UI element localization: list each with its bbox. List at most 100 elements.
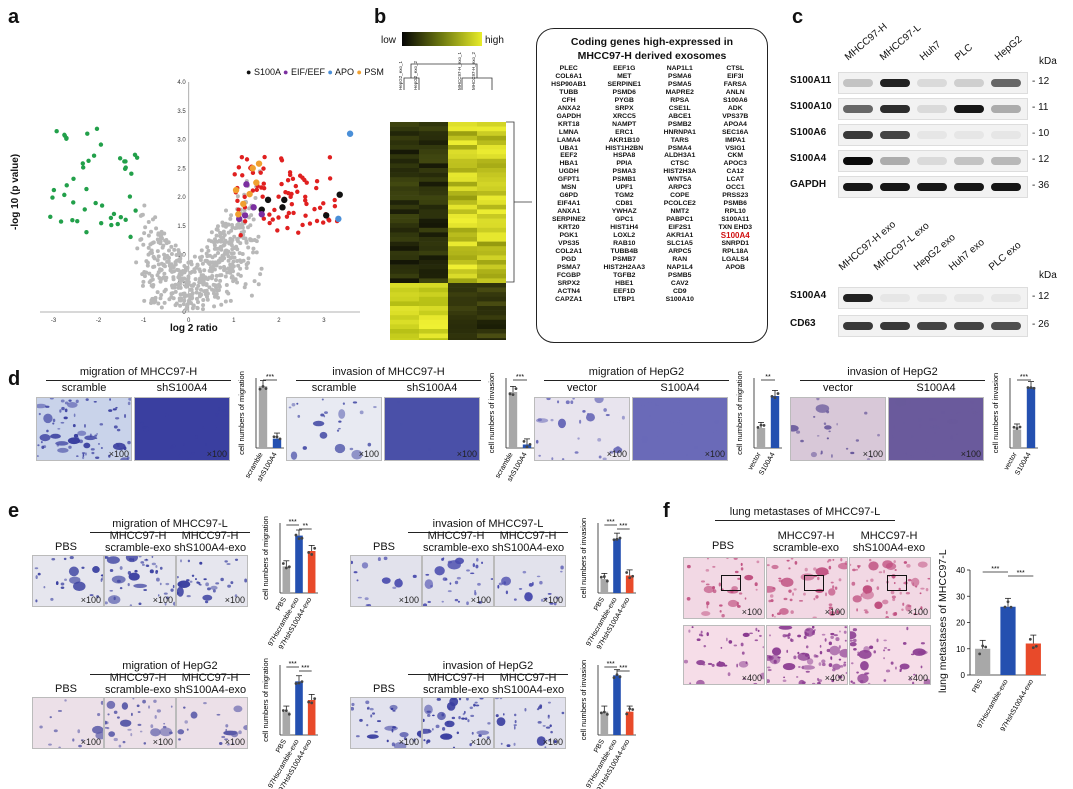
heatmap-cell — [448, 324, 477, 330]
gene-name: LCAT — [726, 176, 745, 184]
volcano-dot-grey — [244, 266, 249, 271]
micrograph-cell — [804, 567, 808, 572]
bar-point — [615, 673, 619, 677]
micrograph-cell — [742, 677, 746, 680]
micrograph-cell — [447, 560, 461, 570]
micrograph-cell — [843, 630, 847, 634]
micrograph-cell — [771, 647, 782, 656]
micrograph-cell — [151, 556, 154, 559]
heatmap-cell — [390, 163, 419, 169]
micrograph-cell — [797, 634, 802, 638]
legend-s100a: S100A — [253, 67, 281, 77]
bar — [295, 535, 303, 593]
micrograph-cell — [134, 569, 138, 573]
micrograph-cell — [979, 412, 983, 421]
micrograph-cell — [69, 556, 74, 560]
micrograph-cell — [597, 438, 602, 442]
volcano-dot-s100a — [336, 191, 343, 198]
bar — [625, 711, 634, 735]
micrograph-cell — [681, 421, 684, 425]
micrograph-cell — [538, 454, 542, 457]
volcano-dot-green — [48, 214, 53, 220]
gene-name: EEF1D — [613, 287, 636, 295]
micrograph-cell — [918, 424, 922, 428]
volcano-dot-grey — [147, 271, 152, 276]
heatmap-cell — [448, 255, 477, 261]
gene-name: MAPRE2 — [665, 88, 694, 96]
panel-e-title-underline — [408, 532, 568, 533]
gene-name: RPL18A — [722, 247, 749, 255]
micrograph-cell — [920, 642, 925, 645]
gene-name: S100A11 — [721, 216, 750, 224]
volcano-dot-grey — [214, 285, 219, 290]
bar-point — [1003, 605, 1007, 609]
micrograph-cell — [868, 561, 879, 571]
micrograph-image: ×100 — [32, 555, 104, 607]
blot-band — [917, 294, 947, 302]
heatmap-cell — [477, 319, 506, 325]
volcano-dot-grey — [156, 240, 161, 245]
micrograph-cell — [392, 586, 397, 589]
micrograph-cell — [64, 578, 68, 582]
micrograph-cell — [700, 580, 706, 583]
micrograph-cell — [603, 408, 607, 412]
micrograph-cell — [856, 608, 858, 612]
volcano-dot-grey — [222, 264, 227, 269]
blot-band — [991, 183, 1021, 191]
heatmap-cell — [448, 140, 477, 146]
blot-band — [917, 322, 947, 330]
micrograph-cell — [549, 724, 552, 728]
heatmap-cell — [477, 324, 506, 330]
volcano-dot-grey — [218, 234, 223, 239]
volcano-dot-grey — [227, 240, 232, 245]
micrograph-cell — [457, 600, 461, 603]
gene-name: PSMB6 — [723, 200, 747, 208]
gene-name: TUBB4B — [610, 247, 639, 255]
volcano-dot-grey — [219, 302, 224, 307]
gene-name: CTSL — [726, 65, 745, 72]
gene-name: EIF2S1 — [668, 224, 692, 232]
micrograph-cell — [899, 663, 910, 670]
micrograph-cell — [437, 711, 446, 721]
gene-name: RPL10 — [724, 208, 746, 216]
micrograph-cell — [458, 698, 462, 701]
volcano-dot-grey — [195, 300, 200, 305]
bar-point — [313, 697, 317, 701]
micrograph-cell — [369, 707, 374, 711]
micrograph-cell — [296, 402, 299, 405]
micrograph-cell — [864, 411, 868, 415]
volcano-dot-green — [71, 176, 76, 181]
micrograph-cell — [136, 704, 140, 708]
micrograph-cell — [156, 709, 162, 713]
volcano-dot-grey — [251, 250, 256, 255]
volcano-dot-grey — [167, 297, 172, 302]
micrograph-cell — [50, 597, 54, 601]
micrograph-cell — [908, 678, 912, 681]
volcano-dot-grey — [230, 265, 235, 270]
micrograph-cell — [671, 433, 676, 437]
bar — [307, 551, 316, 593]
volcano-dot-grey — [217, 259, 222, 264]
volcano-dot-red — [236, 165, 242, 170]
heatmap-cell — [477, 246, 506, 252]
bar-point — [307, 700, 311, 704]
micrograph-cell — [844, 560, 847, 565]
heatmap-cell — [448, 338, 477, 340]
zoom-box — [721, 575, 741, 591]
gene-name: XRCC5 — [612, 112, 636, 120]
gene-name: PSMA3 — [612, 168, 636, 176]
volcano-dot-red — [239, 154, 245, 160]
volcano-dot-grey — [192, 282, 197, 287]
bar — [600, 711, 609, 735]
volcano-dot-grey — [235, 222, 240, 227]
blot-lane-label: HepG2 — [992, 34, 1025, 63]
micrograph-cell — [898, 587, 901, 591]
bar-point — [294, 682, 298, 685]
micrograph-cell — [338, 420, 342, 423]
micrograph-cell — [711, 663, 715, 667]
heatmap-cell — [448, 333, 477, 339]
micrograph-image: ×400 — [849, 625, 931, 685]
gene-name: HSP90AB1 — [551, 80, 587, 88]
micrograph-image: ×100 — [766, 557, 848, 619]
